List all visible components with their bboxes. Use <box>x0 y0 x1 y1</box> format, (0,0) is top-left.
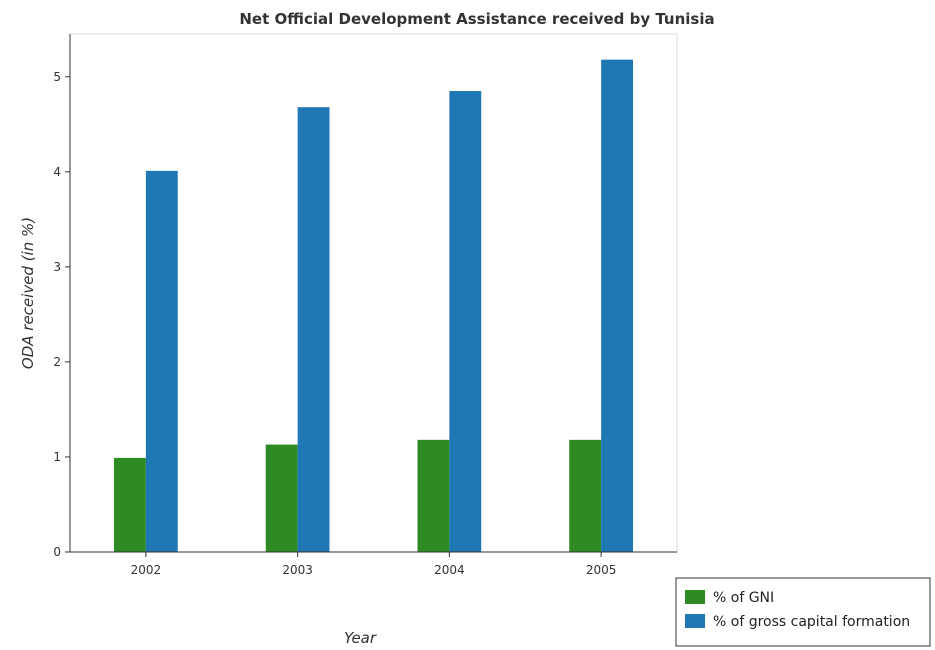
bar-gni-2003 <box>265 444 298 552</box>
y-tick-label: 4 <box>53 165 61 179</box>
bar-gni-2004 <box>417 439 450 552</box>
axes-group <box>69 34 677 553</box>
x-tick-label: 2004 <box>434 563 465 577</box>
y-tick-label: 0 <box>53 545 61 559</box>
bars-group <box>114 59 633 553</box>
chart-title: Net Official Development Assistance rece… <box>239 10 714 28</box>
bar-gross-capital-2002 <box>145 170 178 552</box>
y-tick-label: 2 <box>53 355 61 369</box>
x-axis-label: Year <box>344 629 377 647</box>
legend-label-gni: % of GNI <box>713 590 774 606</box>
legend-label-gross-capital: % of gross capital formation <box>713 614 910 630</box>
x-tick-label: 2005 <box>586 563 617 577</box>
y-tick-label: 1 <box>53 450 61 464</box>
x-tick-label: 2003 <box>282 563 313 577</box>
legend-swatch-gni <box>685 590 705 604</box>
y-ticks-group: 0 1 2 3 4 5 <box>53 70 70 559</box>
legend: % of GNI % of gross capital formation <box>675 577 931 647</box>
y-axis-label: ODA received (in %) <box>19 217 37 369</box>
bar-gross-capital-2003 <box>297 107 330 553</box>
bar-gross-capital-2004 <box>449 91 482 552</box>
y-tick-label: 3 <box>53 260 61 274</box>
x-ticks-group: 2002 2003 2004 2005 <box>131 552 617 577</box>
legend-box <box>675 577 931 647</box>
bar-gni-2002 <box>114 457 146 552</box>
bar-gross-capital-2005 <box>601 59 633 552</box>
bar-gni-2005 <box>569 439 602 552</box>
legend-swatch-gross-capital <box>685 614 705 628</box>
y-tick-label: 5 <box>53 70 61 84</box>
x-tick-label: 2002 <box>131 563 162 577</box>
